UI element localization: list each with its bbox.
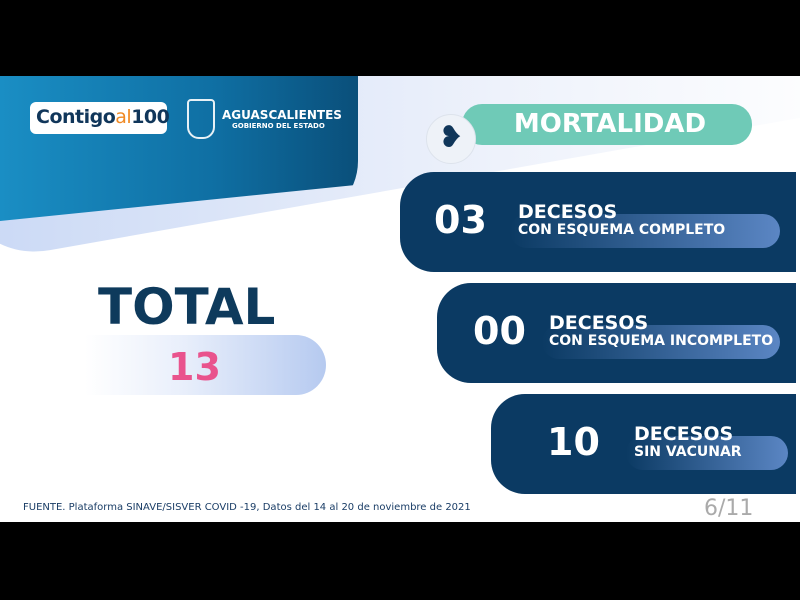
card-line2: CON ESQUEMA COMPLETO	[518, 222, 726, 238]
card-bar	[510, 214, 780, 248]
card-line2: SIN VACUNAR	[634, 444, 742, 460]
contigo-logo: Contigoal100	[30, 102, 170, 134]
card-bar	[626, 436, 788, 470]
source-note: FUENTE. Plataforma SINAVE/SISVER COVID -…	[23, 502, 471, 513]
total-label: TOTAL	[98, 278, 276, 336]
total-pill	[85, 335, 326, 395]
card-complete: 03 DECESOS CON ESQUEMA COMPLETO	[400, 172, 796, 272]
card-bar	[542, 325, 780, 359]
card-line1: DECESOS	[634, 423, 734, 445]
card-unvaccinated: 10 DECESOS SIN VACUNAR	[491, 394, 796, 494]
brand-accent: al	[115, 106, 132, 128]
brand-text: Contigo	[36, 106, 116, 128]
total-value: 13	[168, 345, 221, 389]
gov-sub: GOBIERNO DEL ESTADO	[232, 122, 325, 130]
header-banner: Contigoal100 AGUASCALIENTES GOBIERNO DEL …	[0, 76, 358, 221]
section-title: MORTALIDAD	[462, 104, 752, 145]
gov-name: AGUASCALIENTES	[222, 108, 342, 122]
page-number: 6/11	[704, 496, 754, 521]
card-line1: DECESOS	[518, 201, 618, 223]
card-line1: DECESOS	[549, 312, 649, 334]
brand-number: 100	[131, 106, 170, 128]
card-value: 00	[473, 309, 526, 353]
card-value: 03	[434, 198, 487, 242]
card-incomplete: 00 DECESOS CON ESQUEMA INCOMPLETO	[437, 283, 796, 383]
state-crest-icon	[187, 99, 215, 139]
mourning-ribbon-icon: ❥	[426, 114, 476, 164]
slide: Contigoal100 AGUASCALIENTES GOBIERNO DEL …	[0, 76, 800, 522]
gov-logo-text: AGUASCALIENTES GOBIERNO DEL ESTADO	[222, 108, 342, 130]
card-line2: CON ESQUEMA INCOMPLETO	[549, 333, 774, 349]
card-value: 10	[547, 420, 600, 464]
